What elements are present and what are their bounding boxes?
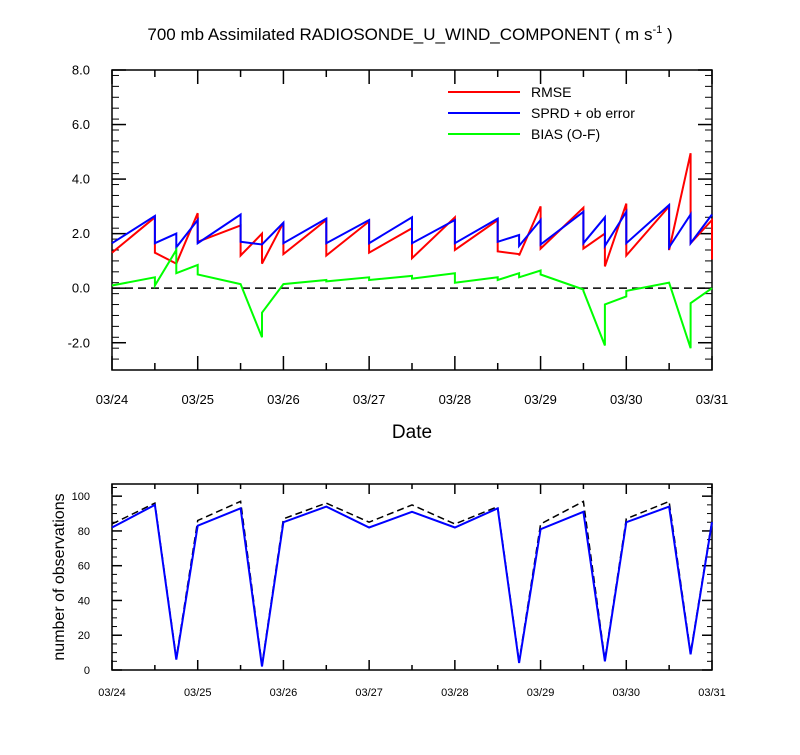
top-axis-ticks	[111, 69, 713, 371]
x-tick-label: 03/30	[613, 687, 641, 699]
y-tick-label: 4.0	[72, 172, 90, 187]
x-tick-label: 03/25	[181, 392, 214, 407]
x-tick-label: 03/27	[353, 392, 386, 407]
series-line-sprd	[111, 202, 713, 251]
top-y-tick-labels: -2.0 0.0 2.0 4.0 6.0 8.0	[68, 63, 90, 351]
series-line-bias	[111, 246, 713, 349]
series-line-total	[111, 500, 713, 665]
x-tick-label: 03/26	[267, 392, 300, 407]
y-tick-label: 100	[72, 491, 90, 503]
observation-count-chart: 03/24 03/25 03/26 03/27 03/28 03/29 03/30 03/31…	[51, 483, 726, 699]
chart-title-superscript: -1	[652, 24, 662, 36]
y-tick-label: 8.0	[72, 63, 90, 78]
y-tick-label: 6.0	[72, 117, 90, 132]
x-tick-label: 03/31	[698, 687, 726, 699]
x-tick-label: 03/29	[527, 687, 555, 699]
legend-label-sprd: SPRD + ob error	[531, 105, 635, 121]
x-tick-label: 03/25	[184, 687, 212, 699]
legend-label-rmse: RMSE	[531, 84, 571, 100]
top-x-tick-labels: 03/24 03/25 03/26 03/27 03/28 03/29 03/30 03/31	[96, 392, 729, 407]
y-tick-label: 0.0	[72, 281, 90, 296]
y-tick-label: 0	[84, 665, 90, 677]
legend: RMSE SPRD + ob error BIAS (O-F)	[448, 84, 635, 142]
x-axis-label: Date	[392, 422, 432, 443]
x-tick-label: 03/30	[610, 392, 643, 407]
y-tick-label: 40	[78, 595, 90, 607]
y-axis-label: number of observations	[51, 493, 68, 660]
bottom-series-lines	[111, 500, 713, 667]
bottom-x-tick-labels: 03/24 03/25 03/26 03/27 03/28 03/29 03/30 03/31	[98, 687, 726, 699]
bottom-y-tick-labels: 0 20 40 60 80 100	[72, 491, 90, 677]
top-series-lines	[111, 152, 713, 349]
y-tick-label: 80	[78, 526, 90, 538]
series-line-rmse	[111, 152, 713, 267]
x-tick-label: 03/27	[355, 687, 383, 699]
legend-label-bias: BIAS (O-F)	[531, 126, 600, 142]
rmse-spread-bias-chart: 03/24 03/25 03/26 03/27 03/28 03/29 03/30 03/31…	[68, 63, 729, 443]
x-tick-label: 03/28	[439, 392, 472, 407]
y-tick-label: 2.0	[72, 226, 90, 241]
chart-title-end: )	[662, 25, 672, 44]
x-tick-label: 03/31	[696, 392, 729, 407]
series-line-assimilated	[111, 503, 713, 667]
x-tick-label: 03/28	[441, 687, 469, 699]
x-tick-label: 03/29	[524, 392, 557, 407]
x-tick-label: 03/24	[98, 687, 126, 699]
y-tick-label: -2.0	[68, 335, 90, 350]
x-tick-label: 03/26	[270, 687, 298, 699]
x-tick-label: 03/24	[96, 392, 129, 407]
y-tick-label: 60	[78, 561, 90, 573]
chart-title: 700 mb Assimilated RADIOSONDE_U_WIND_COM…	[147, 24, 672, 44]
y-tick-label: 20	[78, 630, 90, 642]
chart-title-main: 700 mb Assimilated RADIOSONDE_U_WIND_COM…	[147, 25, 652, 44]
